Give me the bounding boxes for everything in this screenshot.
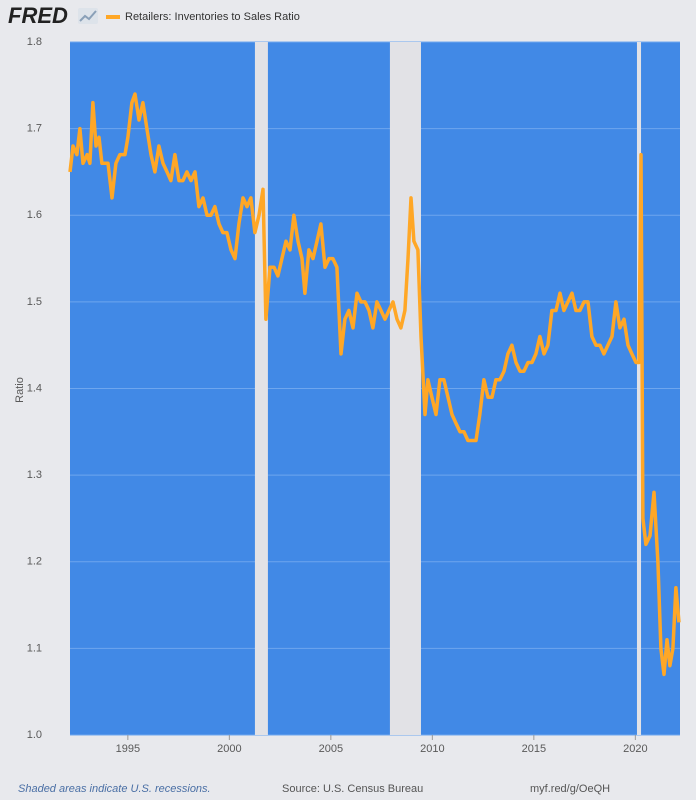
y-tick-label: 1.4	[27, 382, 42, 394]
y-tick-label: 1.0	[27, 729, 42, 741]
recession-band	[636, 42, 642, 735]
logo-icon	[78, 8, 98, 24]
recession-note: Shaded areas indicate U.S. recessions.	[18, 783, 211, 795]
x-tick-label: 2000	[217, 743, 241, 755]
x-tick-label: 2010	[420, 743, 444, 755]
link: myf.red/g/OeQH	[530, 783, 610, 795]
y-tick-label: 1.1	[27, 642, 42, 654]
y-tick-label: 1.5	[27, 296, 42, 308]
logo: FRED	[8, 3, 68, 28]
x-tick-label: 2020	[623, 743, 647, 755]
y-tick-label: 1.2	[27, 556, 42, 568]
y-tick-label: 1.3	[27, 469, 42, 481]
x-tick-label: 1995	[116, 743, 140, 755]
y-tick-label: 1.7	[27, 123, 42, 135]
recession-band	[254, 42, 268, 735]
y-axis-label: Ratio	[14, 377, 26, 403]
legend-label: Retailers: Inventories to Sales Ratio	[125, 11, 300, 23]
x-tick-label: 2015	[522, 743, 546, 755]
source: Source: U.S. Census Bureau	[282, 783, 423, 795]
x-tick-label: 2005	[319, 743, 343, 755]
series-line	[68, 92, 681, 677]
y-tick-label: 1.8	[27, 36, 42, 48]
recession-band	[389, 42, 421, 735]
y-tick-label: 1.6	[27, 209, 42, 221]
